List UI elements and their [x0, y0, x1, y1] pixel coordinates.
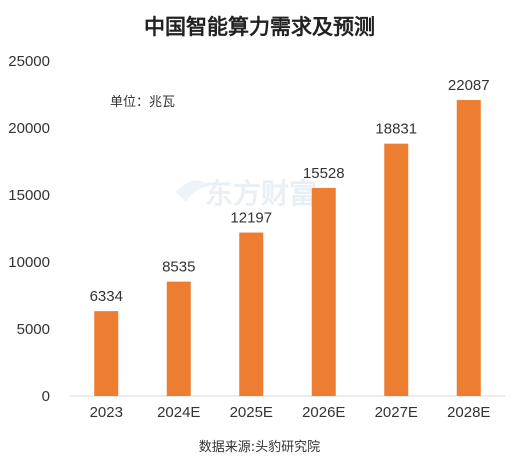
- watermark-text: 东方财富: [205, 177, 317, 210]
- bar-2027E: [384, 143, 409, 396]
- x-tick-label-2026E: 2026E: [302, 404, 345, 421]
- bar-2023: [94, 311, 119, 396]
- y-tick-label: 25000: [8, 53, 50, 70]
- value-label-2023: 6334: [90, 288, 123, 305]
- y-tick-label: 15000: [8, 187, 50, 204]
- unit-note: 单位：兆瓦: [110, 95, 175, 110]
- bar-2026E: [311, 187, 336, 396]
- bar-2028E: [456, 100, 481, 396]
- value-labels: 6334 8535 12197 15528 18831 22087: [90, 77, 490, 305]
- value-label-2026E: 15528: [303, 165, 345, 182]
- x-axis: 2023 2024E 2025E 2026E 2027E 2028E: [90, 404, 491, 421]
- bar-2024E: [166, 281, 191, 396]
- watermark-logo-icon: [176, 180, 210, 202]
- value-label-2025E: 12197: [230, 210, 272, 227]
- x-tick-label-2024E: 2024E: [157, 404, 200, 421]
- x-tick-label-2025E: 2025E: [230, 404, 273, 421]
- watermark: 东方财富: [176, 177, 317, 210]
- x-tick-label-2023: 2023: [90, 404, 123, 421]
- chart-title: 中国智能算力需求及预测: [144, 15, 375, 39]
- value-label-2028E: 22087: [448, 77, 490, 94]
- y-tick-label: 10000: [8, 254, 50, 271]
- y-tick-label: 0: [42, 388, 50, 405]
- source-note: 数据来源:头豹研究院: [199, 440, 320, 455]
- y-axis: 0 5000 10000 15000 20000 25000: [8, 53, 50, 405]
- bars: [94, 100, 481, 396]
- value-label-2027E: 18831: [375, 121, 417, 138]
- value-label-2024E: 8535: [162, 259, 195, 276]
- y-tick-label: 5000: [17, 321, 50, 338]
- x-tick-label-2027E: 2027E: [375, 404, 418, 421]
- bar-2025E: [239, 232, 264, 396]
- y-tick-label: 20000: [8, 120, 50, 137]
- x-tick-label-2028E: 2028E: [447, 404, 490, 421]
